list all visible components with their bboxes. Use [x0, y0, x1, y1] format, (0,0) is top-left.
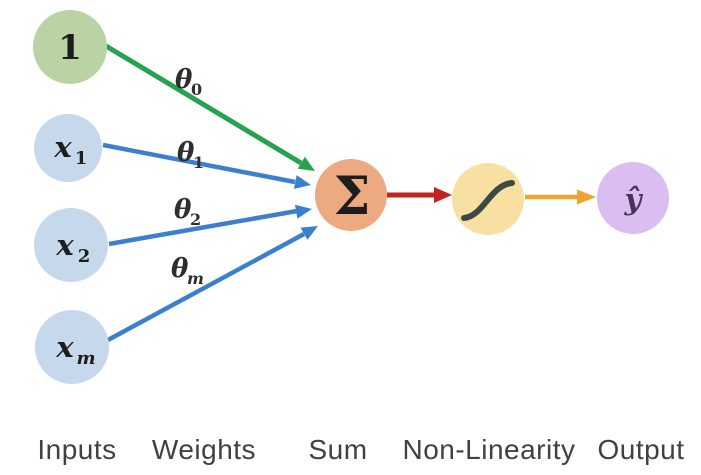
x1-node-label: x — [53, 130, 72, 164]
stage-label-output: Output — [597, 434, 684, 465]
sum-node-circle — [315, 159, 387, 231]
arrow-bias-to-sum — [104, 43, 315, 171]
theta2-symbol: θ — [174, 195, 192, 225]
stage-label-inputs: Inputs — [37, 434, 116, 465]
stage-label-nonlinearity: Non-Linearity — [402, 434, 575, 465]
weight-label-theta0: θ 0 — [175, 65, 202, 99]
arrow-x2-head — [295, 204, 312, 219]
arrow-x1-line — [102, 142, 296, 185]
weight-label-theta2: θ 2 — [174, 195, 201, 229]
bias-node-circle — [33, 10, 107, 84]
input-node-xm: x m — [35, 310, 109, 384]
activation-node — [452, 163, 524, 235]
thetam-symbol: θ — [171, 254, 189, 284]
thetam-subscript: m — [187, 269, 204, 288]
output-node: ŷ — [597, 162, 669, 234]
arrow-xm-to-sum — [106, 226, 318, 342]
output-node-label: ŷ — [624, 182, 644, 216]
arrow-x1-head — [294, 175, 311, 189]
input-node-x2: x 2 — [34, 208, 108, 282]
arrow-activation-head — [577, 189, 596, 205]
x1-node-circle — [34, 114, 102, 182]
theta1-symbol: θ — [177, 138, 195, 168]
arrow-x1-to-sum — [102, 142, 311, 189]
input-node-x1: x 1 — [34, 114, 102, 182]
arrow-bias-line — [104, 43, 303, 166]
arrow-bias-head — [297, 156, 315, 171]
output-node-circle — [597, 162, 669, 234]
arrow-sum-to-activation — [387, 187, 452, 203]
xm-node-circle — [35, 310, 109, 384]
theta0-symbol: θ — [175, 65, 193, 95]
bias-node: 1 — [33, 10, 107, 84]
xm-node-subscript: m — [76, 348, 95, 369]
theta1-subscript: 1 — [193, 153, 204, 172]
sum-node: Σ — [315, 159, 387, 231]
weight-label-theta1: θ 1 — [177, 138, 204, 172]
arrow-x2-to-sum — [108, 204, 312, 247]
weight-label-thetam: θ m — [171, 254, 204, 288]
stage-label-weights: Weights — [152, 434, 256, 465]
stage-label-sum: Sum — [308, 434, 367, 465]
x2-node-circle — [34, 208, 108, 282]
arrow-xm-head — [300, 226, 318, 240]
theta2-subscript: 2 — [190, 210, 201, 229]
bias-node-label: 1 — [58, 28, 82, 68]
sigmoid-curve-icon — [461, 180, 515, 221]
sum-node-label: Σ — [334, 166, 371, 227]
arrow-xm-line — [106, 232, 306, 342]
x2-node-subscript: 2 — [78, 246, 91, 267]
arrow-sum-head — [434, 187, 452, 203]
x1-node-subscript: 1 — [75, 148, 88, 169]
xm-node-label: x — [55, 330, 74, 364]
arrow-x2-line — [108, 208, 298, 247]
x2-node-label: x — [55, 228, 74, 262]
theta0-subscript: 0 — [191, 80, 202, 99]
arrow-activation-to-output — [525, 189, 596, 205]
